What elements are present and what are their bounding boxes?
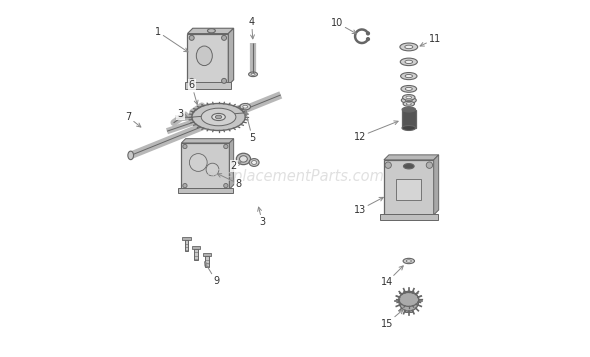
Circle shape <box>385 162 391 169</box>
Ellipse shape <box>251 161 257 165</box>
FancyBboxPatch shape <box>185 239 188 251</box>
Polygon shape <box>181 139 234 143</box>
FancyBboxPatch shape <box>379 213 438 220</box>
Text: 7: 7 <box>126 112 141 127</box>
FancyBboxPatch shape <box>396 178 421 200</box>
Circle shape <box>189 35 194 40</box>
Text: 9: 9 <box>205 262 219 286</box>
Circle shape <box>366 38 369 41</box>
Polygon shape <box>384 155 439 160</box>
Ellipse shape <box>215 115 222 119</box>
Text: 5: 5 <box>245 111 255 142</box>
Ellipse shape <box>399 291 419 311</box>
FancyBboxPatch shape <box>405 291 412 312</box>
Circle shape <box>183 183 187 188</box>
Text: 3: 3 <box>258 207 266 227</box>
Ellipse shape <box>400 43 418 51</box>
Ellipse shape <box>400 58 417 66</box>
Text: 12: 12 <box>353 121 398 141</box>
Ellipse shape <box>405 60 412 64</box>
Circle shape <box>222 79 227 84</box>
Ellipse shape <box>402 126 415 131</box>
Text: 3: 3 <box>178 109 188 119</box>
Polygon shape <box>230 139 234 189</box>
FancyBboxPatch shape <box>194 248 198 260</box>
Text: 10: 10 <box>331 18 356 34</box>
Ellipse shape <box>407 260 411 262</box>
Ellipse shape <box>249 159 259 166</box>
Ellipse shape <box>402 95 415 100</box>
Ellipse shape <box>251 73 255 75</box>
Circle shape <box>222 35 227 40</box>
Ellipse shape <box>405 99 412 102</box>
Ellipse shape <box>243 105 248 108</box>
Circle shape <box>189 79 194 84</box>
Polygon shape <box>228 28 234 85</box>
Text: 14: 14 <box>381 266 403 287</box>
Ellipse shape <box>403 101 415 106</box>
Ellipse shape <box>201 108 236 126</box>
Text: 13: 13 <box>353 197 384 215</box>
Circle shape <box>224 144 228 149</box>
Circle shape <box>224 183 228 188</box>
FancyBboxPatch shape <box>182 237 191 240</box>
Ellipse shape <box>401 86 417 92</box>
FancyBboxPatch shape <box>188 34 228 85</box>
Polygon shape <box>188 28 234 34</box>
Text: 15: 15 <box>381 310 403 328</box>
Ellipse shape <box>401 97 417 104</box>
FancyBboxPatch shape <box>402 110 415 128</box>
FancyBboxPatch shape <box>202 253 211 256</box>
Ellipse shape <box>237 153 251 165</box>
Ellipse shape <box>403 258 415 264</box>
Circle shape <box>426 162 432 169</box>
Ellipse shape <box>406 96 412 99</box>
Text: eReplacementParts.com: eReplacementParts.com <box>205 169 385 184</box>
Text: 8: 8 <box>217 174 242 189</box>
FancyBboxPatch shape <box>178 188 233 193</box>
FancyBboxPatch shape <box>185 82 231 89</box>
Ellipse shape <box>208 29 215 33</box>
FancyBboxPatch shape <box>205 255 209 267</box>
Ellipse shape <box>405 75 412 78</box>
Ellipse shape <box>405 87 412 90</box>
Polygon shape <box>434 155 439 215</box>
Ellipse shape <box>196 46 212 66</box>
Circle shape <box>189 154 207 171</box>
Ellipse shape <box>128 151 133 160</box>
Ellipse shape <box>240 156 247 162</box>
Ellipse shape <box>405 45 413 49</box>
Ellipse shape <box>240 104 251 110</box>
Ellipse shape <box>404 164 414 169</box>
FancyBboxPatch shape <box>192 246 201 249</box>
Text: 11: 11 <box>420 34 441 46</box>
FancyBboxPatch shape <box>181 143 230 189</box>
Text: 4: 4 <box>248 17 255 39</box>
Ellipse shape <box>248 72 257 77</box>
Ellipse shape <box>192 104 245 131</box>
Ellipse shape <box>212 114 225 121</box>
Text: 1: 1 <box>155 27 188 52</box>
Text: 2: 2 <box>231 161 241 171</box>
Circle shape <box>206 163 219 176</box>
Ellipse shape <box>407 103 411 105</box>
FancyBboxPatch shape <box>384 160 434 215</box>
Text: 6: 6 <box>189 80 198 104</box>
Ellipse shape <box>402 107 415 112</box>
Ellipse shape <box>399 292 419 306</box>
Circle shape <box>183 144 187 149</box>
Ellipse shape <box>401 72 417 80</box>
Circle shape <box>366 32 369 35</box>
